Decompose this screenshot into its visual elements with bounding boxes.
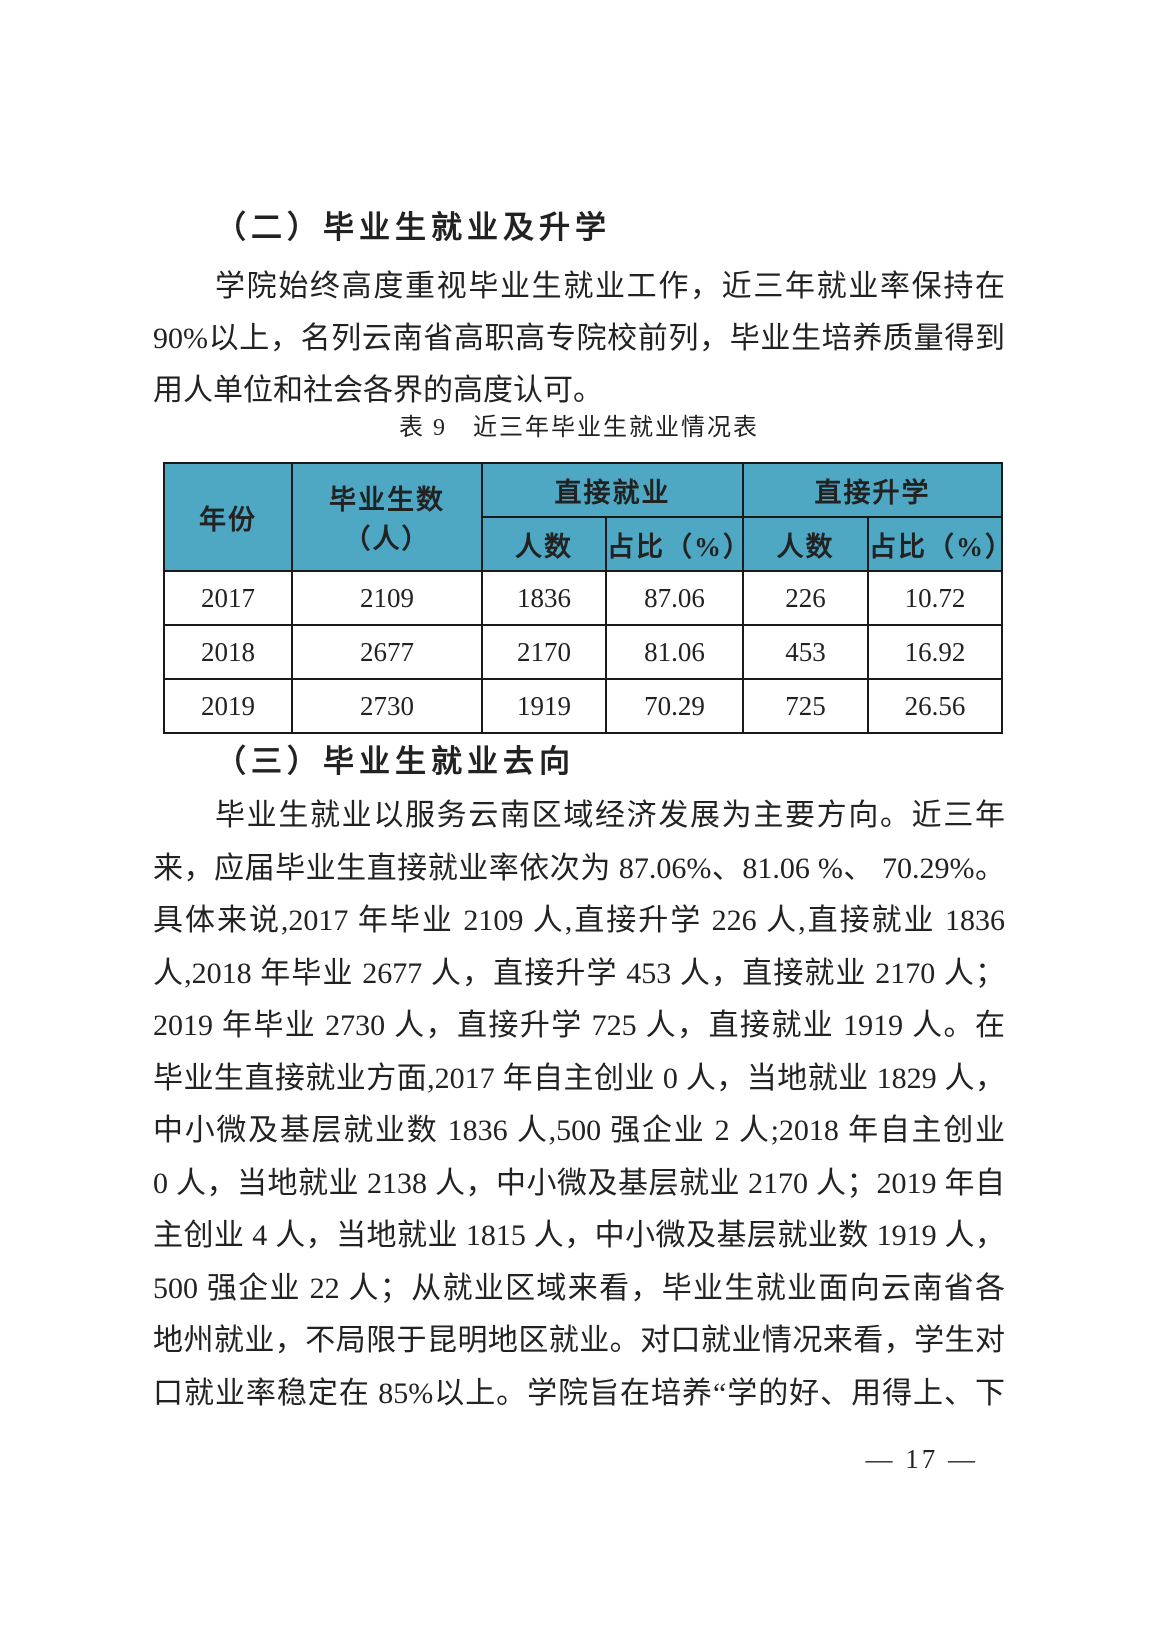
- subcolumn-header-study-ratio: 占比（%）: [867, 516, 1003, 572]
- column-header-graduates: 毕业生数（人）: [291, 462, 483, 572]
- table-header-row-subcolumns: 人数 占比（%） 人数 占比（%）: [164, 516, 1003, 572]
- subcolumn-header-employment-count: 人数: [481, 516, 607, 572]
- cell-year: 2018: [163, 624, 293, 680]
- text-line: 2019 年毕业 2730 人，直接升学 725 人，直接就业 1919 人。在: [153, 1009, 1005, 1042]
- text-line: 毕业生就业以服务云南区域经济发展为主要方向。近三年: [215, 799, 1005, 832]
- subcolumn-header-employment-ratio: 占比（%）: [605, 516, 744, 572]
- paragraph-employment-overview: 学院始终高度重视毕业生就业工作，近三年就业率保持在 90%以上，名列云南省高职高…: [153, 261, 1005, 417]
- section-heading-destination: （三）毕业生就业去向: [215, 744, 575, 779]
- table-header-row-groups: 年份 毕业生数（人） 直接就业 直接升学: [163, 462, 1003, 572]
- table-caption: 表 9 近三年毕业生就业情况表: [399, 415, 759, 441]
- cell-study-ratio: 16.92: [867, 624, 1003, 680]
- cell-employment-count: 2170: [481, 624, 607, 680]
- text-line: 人,2018 年毕业 2677 人，直接升学 453 人，直接就业 2170 人…: [153, 956, 1005, 990]
- paragraph-employment-destination: 毕业生就业以服务云南区域经济发展为主要方向。近三年 来，应届毕业生直接就业率依次…: [153, 790, 1005, 1420]
- table-row: 2019 2730 1919 70.29 725 26.56: [163, 678, 1003, 734]
- page-number: — 17 —: [865, 1444, 978, 1474]
- text-line: 90%以上，名列云南省高职高专院校前列，毕业生培养质量得到: [153, 322, 1005, 355]
- text-line: 来，应届毕业生直接就业率依次为 87.06%、81.06 %、 70.29%。: [153, 851, 1005, 885]
- group-header-further-study: 直接升学: [742, 462, 1003, 518]
- text-line: 地州就业，不局限于昆明地区就业。对口就业情况来看，学生对: [153, 1324, 1005, 1357]
- section-heading-employment: （二）毕业生就业及升学: [215, 210, 611, 245]
- cell-study-ratio: 10.72: [867, 570, 1003, 626]
- text-line: 中小微及基层就业数 1836 人,500 强企业 2 人;2018 年自主创业: [153, 1114, 1005, 1147]
- text-line: 口就业率稳定在 85%以上。学院旨在培养“学的好、用得上、下: [153, 1376, 1005, 1410]
- cell-employment-count: 1836: [481, 570, 607, 626]
- text-line: 主创业 4 人，当地就业 1815 人，中小微及基层就业数 1919 人，: [153, 1219, 1005, 1252]
- text-line: 0 人，当地就业 2138 人，中小微及基层就业 2170 人；2019 年自: [153, 1166, 1005, 1200]
- cell-employment-ratio: 70.29: [605, 678, 744, 734]
- text-line: 学院始终高度重视毕业生就业工作，近三年就业率保持在: [215, 270, 1005, 303]
- cell-employment-ratio: 87.06: [605, 570, 744, 626]
- table-row: 2017 2109 1836 87.06 226 10.72: [163, 570, 1003, 626]
- cell-graduates: 2730: [291, 678, 483, 734]
- cell-graduates: 2677: [291, 624, 483, 680]
- cell-study-ratio: 26.56: [867, 678, 1003, 734]
- cell-employment-ratio: 81.06: [605, 624, 744, 680]
- text-line: 毕业生直接就业方面,2017 年自主创业 0 人，当地就业 1829 人，: [153, 1061, 1005, 1095]
- cell-year: 2019: [163, 678, 293, 734]
- cell-study-count: 725: [742, 678, 869, 734]
- cell-employment-count: 1919: [481, 678, 607, 734]
- group-header-direct-employment: 直接就业: [481, 462, 744, 518]
- cell-study-count: 453: [742, 624, 869, 680]
- table-row: 2018 2677 2170 81.06 453 16.92: [163, 624, 1003, 680]
- cell-year: 2017: [163, 570, 293, 626]
- employment-statistics-table: 年份 毕业生数（人） 直接就业 直接升学 人数 占比（%） 人数 占比（%） 2…: [163, 462, 1003, 734]
- column-header-year: 年份: [163, 462, 293, 572]
- subcolumn-header-study-count: 人数: [742, 516, 869, 572]
- cell-graduates: 2109: [291, 570, 483, 626]
- text-line: 具体来说,2017 年毕业 2109 人,直接升学 226 人,直接就业 183…: [153, 904, 1005, 937]
- text-line: 用人单位和社会各界的高度认可。: [153, 374, 603, 407]
- cell-study-count: 226: [742, 570, 869, 626]
- text-line: 500 强企业 22 人；从就业区域来看，毕业生就业面向云南省各: [153, 1271, 1005, 1305]
